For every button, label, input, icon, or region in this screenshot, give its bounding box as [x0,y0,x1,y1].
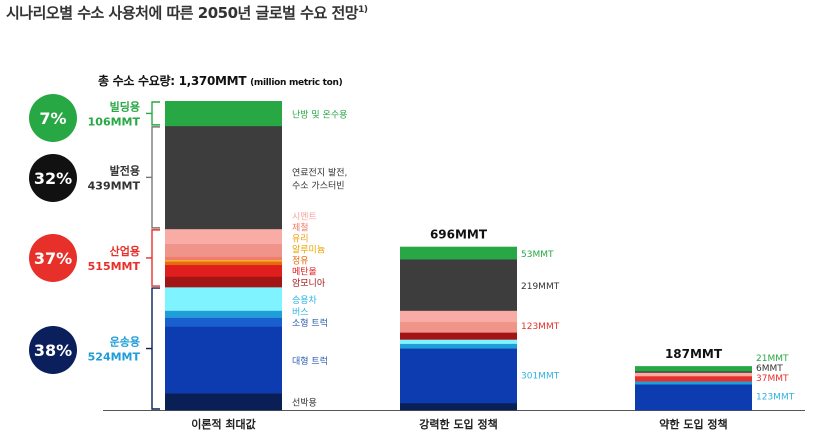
segment-label: 대형 트럭 [292,355,328,367]
bar-segment [165,393,282,411]
bar-segment [400,348,517,404]
bar-segment [635,375,752,382]
segment-label: 정유 [292,256,309,267]
sector-bracket [151,229,160,287]
segment-label: 선박용 [292,398,317,409]
sector-value: 524MMT [88,351,141,364]
segment-label: 유리 [292,234,309,245]
bar-segment [165,326,282,394]
bar-segment [165,261,282,266]
sector-value: 106MMT [88,115,141,128]
segment-label: 암모니아 [292,277,326,289]
bar-segment [400,332,517,340]
sector-share-label: 38% [34,341,72,360]
value-label: 123MMT [521,322,560,332]
sector-value: 439MMT [88,179,141,192]
bar-segment [400,246,517,260]
sector-bracket [151,287,160,410]
sector-bracket [151,126,160,229]
bar-segment [165,256,282,261]
bar-segment [165,310,282,318]
bar-segment [165,260,282,262]
title-footnote-marker: 1) [358,5,368,15]
bar-segment [635,384,752,411]
bar-total-label: 187MMT [665,347,723,361]
value-label: 123MMT [756,393,795,403]
bar-segment [400,339,517,344]
bar-segment [165,228,282,244]
total-demand-label: 총 수소 수요량: 1,370MMT (million metric ton) [98,72,343,89]
bar-segment [165,264,282,277]
sector-value: 515MMT [88,260,141,273]
segment-label: 버스 [292,307,309,318]
page-title: 시나리오별 수소 사용처에 따른 2050년 글로벌 수요 전망1) [6,2,368,23]
value-label: 301MMT [521,372,560,382]
value-label: 53MMT [521,250,554,260]
bar-segment [635,381,752,385]
bar-segment [165,125,282,230]
segment-label: 난방 및 온수용 [292,108,347,120]
bar-segment [165,317,282,327]
total-demand-unit: (million metric ton) [250,78,343,88]
sector-name: 운송용 [110,336,140,349]
sector-share-label: 7% [39,109,66,128]
sector-share-label: 37% [34,249,72,268]
bar-segment [635,372,752,377]
sector-share-badge [29,94,77,142]
x-tick-label: 강력한 도입 정책 [419,417,498,431]
value-label: 6MMT [756,364,783,374]
bar-segment [400,343,517,349]
sector-name: 발전용 [110,163,140,177]
bar-segment [400,402,517,411]
bar-segment [165,287,282,311]
sector-share-badge [29,154,77,202]
segment-label: 시멘트 [292,212,317,223]
bar-segment [400,259,517,311]
bar-segment [400,310,517,323]
segment-label: 알루미늄 [292,245,325,256]
bar-segment [165,276,282,288]
segment-label: 메탄올 [292,267,317,278]
bar-total-label: 696MMT [430,228,488,242]
bar-segment [635,366,752,372]
value-label: 21MMT [756,354,789,364]
x-tick-label: 이론적 최대값 [191,417,256,431]
bar-segment [400,321,517,333]
x-tick-label: 약한 도입 정책 [659,417,727,431]
total-demand-text: 총 수소 수요량: 1,370MMT [98,74,247,88]
sector-share-badge [29,234,77,282]
page-title-text: 시나리오별 수소 사용처에 따른 2050년 글로벌 수요 전망 [6,4,359,22]
sector-share-badge [29,326,77,374]
sector-share-label: 32% [34,169,72,188]
value-label: 219MMT [521,282,560,292]
value-label: 37MMT [756,374,789,384]
bar-segment [165,243,282,257]
bar-segment [635,371,752,373]
segment-label: 제철 [292,223,309,234]
segment-label: 승용차 [292,294,318,306]
sector-name: 빌딩용 [110,99,140,113]
segment-label: 연료전지 발전, [292,167,347,178]
sector-name: 산업용 [110,244,140,258]
sector-bracket [151,101,160,126]
segment-label: 수소 가스터빈 [292,180,345,191]
segment-label: 소형 트럭 [292,317,328,329]
bar-segment [165,101,282,127]
